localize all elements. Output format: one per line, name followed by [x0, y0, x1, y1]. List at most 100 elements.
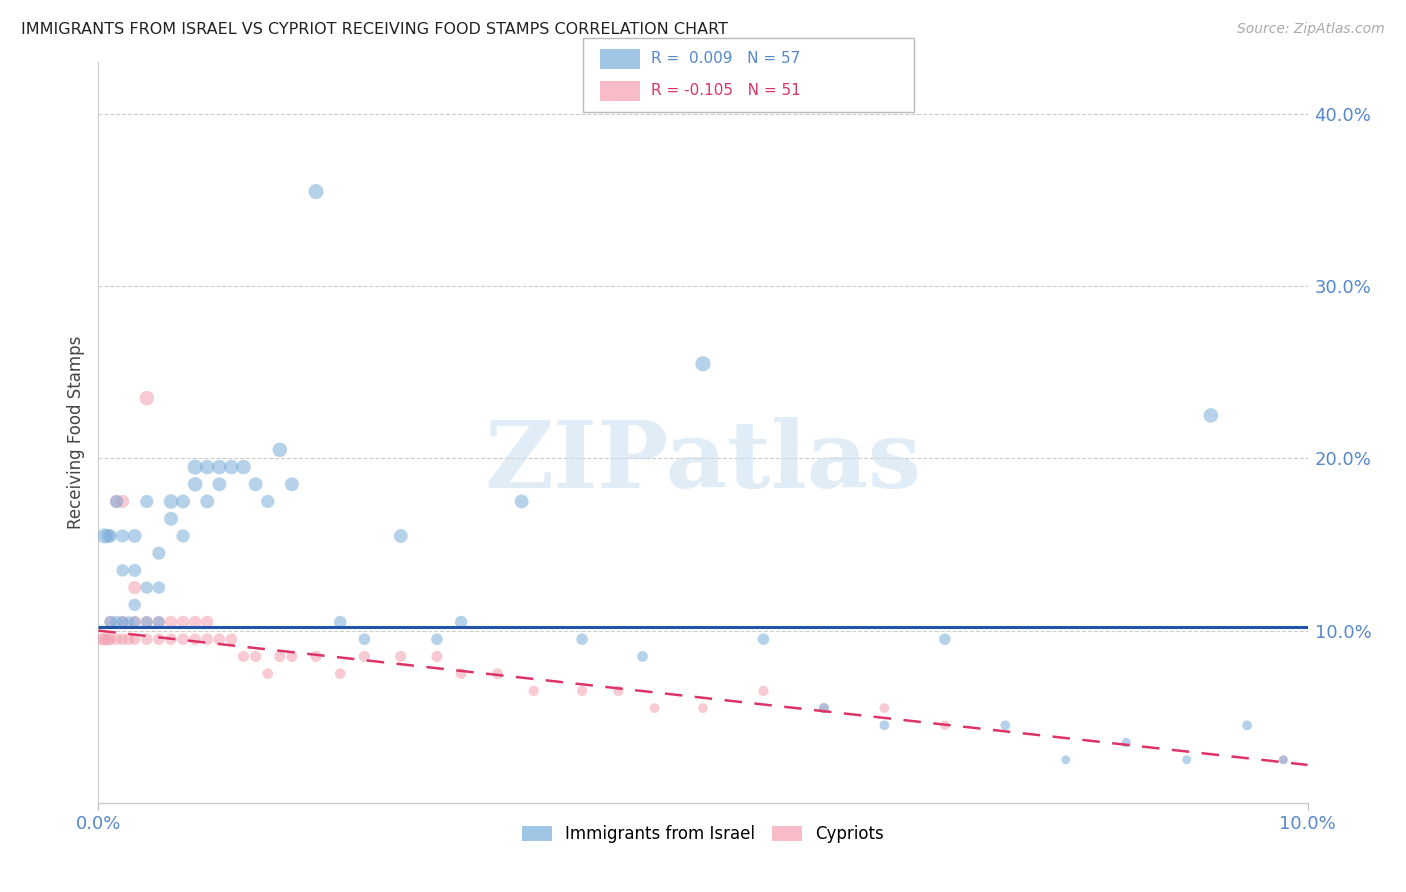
Point	[111, 615, 134, 629]
Point	[873, 701, 896, 715]
Point	[118, 632, 141, 647]
Point	[281, 649, 304, 664]
Point	[1115, 735, 1137, 749]
Point	[160, 512, 183, 526]
Point	[172, 615, 194, 629]
Point	[100, 529, 122, 543]
Point	[329, 615, 352, 629]
Text: R = -0.105   N = 51: R = -0.105 N = 51	[651, 84, 801, 98]
Point	[934, 632, 956, 647]
Point	[692, 701, 714, 715]
Point	[148, 546, 170, 560]
Point	[160, 615, 183, 629]
Point	[269, 442, 291, 457]
Point	[111, 615, 134, 629]
Point	[269, 649, 291, 664]
Point	[631, 649, 654, 664]
Point	[450, 666, 472, 681]
Point	[1272, 753, 1295, 767]
Point	[1272, 753, 1295, 767]
Point	[934, 718, 956, 732]
Point	[195, 632, 218, 647]
Point	[426, 632, 449, 647]
Point	[124, 598, 146, 612]
Point	[111, 563, 134, 577]
Point	[256, 494, 278, 508]
Point	[172, 529, 194, 543]
Point	[148, 632, 170, 647]
Point	[208, 477, 231, 491]
Legend: Immigrants from Israel, Cypriots: Immigrants from Israel, Cypriots	[515, 819, 891, 850]
Point	[97, 529, 120, 543]
Text: R =  0.009   N = 57: R = 0.009 N = 57	[651, 52, 800, 66]
Point	[1236, 718, 1258, 732]
Point	[105, 615, 128, 629]
Point	[111, 529, 134, 543]
Point	[105, 494, 128, 508]
Point	[510, 494, 533, 508]
Text: Source: ZipAtlas.com: Source: ZipAtlas.com	[1237, 22, 1385, 37]
Point	[148, 615, 170, 629]
Point	[221, 460, 243, 475]
Point	[571, 684, 593, 698]
Point	[160, 494, 183, 508]
Point	[523, 684, 546, 698]
Point	[124, 632, 146, 647]
Text: IMMIGRANTS FROM ISRAEL VS CYPRIOT RECEIVING FOOD STAMPS CORRELATION CHART: IMMIGRANTS FROM ISRAEL VS CYPRIOT RECEIV…	[21, 22, 728, 37]
Point	[100, 632, 122, 647]
Point	[135, 581, 157, 595]
Point	[184, 460, 207, 475]
Point	[329, 666, 352, 681]
Point	[184, 477, 207, 491]
Point	[752, 632, 775, 647]
Point	[873, 718, 896, 732]
Point	[232, 649, 254, 664]
Point	[124, 615, 146, 629]
Point	[100, 615, 122, 629]
Point	[644, 701, 666, 715]
Point	[124, 529, 146, 543]
Point	[1054, 753, 1077, 767]
Point	[135, 615, 157, 629]
Point	[135, 632, 157, 647]
Point	[105, 632, 128, 647]
Point	[752, 684, 775, 698]
Point	[571, 632, 593, 647]
Point	[97, 632, 120, 647]
Point	[100, 615, 122, 629]
Point	[994, 718, 1017, 732]
Point	[305, 649, 328, 664]
Point	[172, 494, 194, 508]
Point	[813, 701, 835, 715]
Point	[450, 615, 472, 629]
Point	[184, 632, 207, 647]
Point	[195, 494, 218, 508]
Point	[195, 615, 218, 629]
Point	[813, 701, 835, 715]
Point	[148, 581, 170, 595]
Point	[486, 666, 509, 681]
Point	[111, 494, 134, 508]
Point	[111, 632, 134, 647]
Point	[607, 684, 630, 698]
Y-axis label: Receiving Food Stamps: Receiving Food Stamps	[66, 336, 84, 529]
Point	[221, 632, 243, 647]
Point	[184, 615, 207, 629]
Point	[281, 477, 304, 491]
Point	[124, 563, 146, 577]
Point	[172, 632, 194, 647]
Point	[124, 581, 146, 595]
Point	[232, 460, 254, 475]
Point	[208, 632, 231, 647]
Point	[353, 649, 375, 664]
Point	[105, 494, 128, 508]
Point	[93, 632, 115, 647]
Point	[426, 649, 449, 664]
Text: ZIPatlas: ZIPatlas	[485, 417, 921, 508]
Point	[118, 615, 141, 629]
Point	[1199, 409, 1222, 423]
Point	[93, 529, 115, 543]
Point	[124, 615, 146, 629]
Point	[195, 460, 218, 475]
Point	[353, 632, 375, 647]
